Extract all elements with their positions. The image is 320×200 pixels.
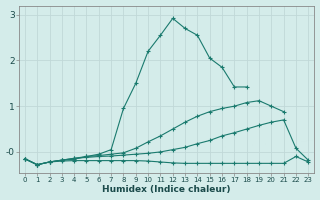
X-axis label: Humidex (Indice chaleur): Humidex (Indice chaleur) bbox=[102, 185, 231, 194]
